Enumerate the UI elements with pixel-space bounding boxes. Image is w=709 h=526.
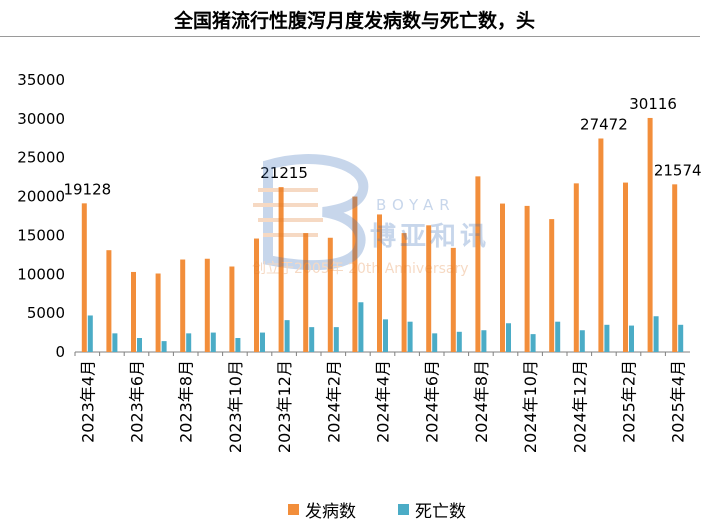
bar-incidence xyxy=(204,258,210,352)
x-tick-label: 2025年2月 xyxy=(620,360,639,443)
watermark-subtitle: 创立于2005年 20th Anniversary xyxy=(252,261,469,277)
bar-deaths xyxy=(112,333,118,352)
bar-incidence xyxy=(672,184,678,352)
bar-incidence xyxy=(573,183,579,352)
bar-incidence xyxy=(327,237,333,352)
bar-incidence xyxy=(155,273,161,352)
data-label: 21574 xyxy=(654,161,702,179)
bar-deaths xyxy=(555,321,561,352)
x-tick-label: 2024年6月 xyxy=(423,360,442,443)
bar-incidence xyxy=(131,271,136,352)
data-label: 19128 xyxy=(63,180,111,198)
bar-deaths xyxy=(260,332,265,352)
bar-incidence xyxy=(475,176,481,352)
bar-incidence xyxy=(278,187,284,352)
bar-deaths xyxy=(235,338,241,352)
bar-deaths xyxy=(333,327,339,352)
data-label: 21215 xyxy=(260,164,308,182)
bar-incidence xyxy=(623,182,628,352)
x-tick-label: 2023年12月 xyxy=(275,360,294,453)
bar-deaths xyxy=(481,330,487,352)
x-tick-label: 2024年8月 xyxy=(472,360,491,443)
bar-incidence xyxy=(254,238,259,352)
bar-deaths xyxy=(530,334,536,352)
bar-incidence xyxy=(426,225,432,352)
y-tick-label: 20000 xyxy=(17,188,65,206)
y-tick-label: 25000 xyxy=(17,149,65,167)
bar-incidence xyxy=(106,250,112,352)
y-tick-label: 0 xyxy=(55,343,65,361)
bar-deaths xyxy=(186,333,192,352)
bar-incidence xyxy=(647,117,653,352)
bar-deaths xyxy=(309,327,315,352)
x-tick-label: 2024年2月 xyxy=(324,360,343,443)
chart-title: 全国猪流行性腹泻月度发病数与死亡数，头 xyxy=(173,10,535,32)
bar-deaths xyxy=(456,331,462,352)
data-label: 27472 xyxy=(580,116,628,134)
legend-label-incidence: 发病数 xyxy=(305,502,356,522)
bar-deaths xyxy=(87,315,93,352)
legend-item-deaths: 死亡数 xyxy=(398,497,466,522)
y-tick-label: 15000 xyxy=(17,226,65,244)
bar-deaths xyxy=(407,321,413,352)
legend-item-incidence: 发病数 xyxy=(288,497,356,522)
bar-incidence xyxy=(180,259,186,352)
legend-label-deaths: 死亡数 xyxy=(415,502,466,522)
bar-incidence xyxy=(549,219,555,352)
bar-deaths xyxy=(137,338,142,352)
x-tick-label: 2024年10月 xyxy=(521,360,540,453)
x-tick-label: 2025年4月 xyxy=(669,360,688,443)
bar-incidence xyxy=(303,233,309,352)
legend-swatch-deaths xyxy=(398,504,409,515)
bar-deaths xyxy=(604,324,610,352)
bar-incidence xyxy=(401,233,407,352)
bar-deaths xyxy=(383,319,388,352)
bar-deaths xyxy=(653,316,659,352)
bar-deaths xyxy=(432,333,438,352)
bar-deaths xyxy=(629,325,634,352)
boyar-logo-icon xyxy=(253,154,369,271)
title-divider xyxy=(0,36,700,37)
bar-deaths xyxy=(161,341,167,352)
bar-incidence xyxy=(352,196,358,352)
y-tick-label: 5000 xyxy=(27,304,65,322)
bar-deaths xyxy=(358,302,364,352)
bar-incidence xyxy=(598,138,604,352)
bar-deaths xyxy=(506,323,511,352)
x-tick-label: 2023年8月 xyxy=(177,360,196,443)
y-tick-label: 10000 xyxy=(17,265,65,283)
bar-deaths xyxy=(678,324,684,352)
bar-incidence xyxy=(450,247,456,352)
bar-deaths xyxy=(284,320,290,352)
y-tick-label: 30000 xyxy=(17,110,65,128)
watermark-en: BOYAR xyxy=(376,196,456,214)
x-tick-label: 2023年6月 xyxy=(128,360,147,443)
bar-incidence xyxy=(81,203,87,352)
data-label: 30116 xyxy=(629,95,677,113)
boyar-watermark: BOYAR 博亚和讯 创立于2005年 20th Anniversary xyxy=(248,150,528,280)
bar-deaths xyxy=(210,332,216,352)
x-tick-label: 2024年12月 xyxy=(570,360,589,453)
legend-swatch-incidence xyxy=(288,504,299,515)
watermark-cn: 博亚和讯 xyxy=(370,222,491,252)
bar-incidence xyxy=(500,203,505,352)
x-tick-label: 2023年10月 xyxy=(226,360,245,453)
bar-incidence xyxy=(524,205,530,352)
x-tick-label: 2023年4月 xyxy=(78,360,97,443)
bar-incidence xyxy=(229,266,235,352)
y-tick-label: 35000 xyxy=(17,71,65,89)
x-tick-label: 2024年4月 xyxy=(374,360,393,443)
bar-incidence xyxy=(377,214,382,352)
bar-deaths xyxy=(579,330,585,352)
